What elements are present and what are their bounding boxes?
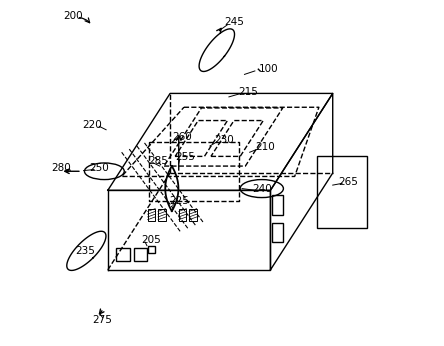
- Bar: [317, 156, 367, 228]
- Text: 255: 255: [176, 153, 196, 162]
- Text: 260: 260: [172, 132, 192, 142]
- Text: 245: 245: [224, 18, 244, 27]
- Text: 225: 225: [169, 196, 189, 206]
- Text: 230: 230: [214, 135, 234, 145]
- Text: 210: 210: [255, 142, 275, 152]
- Text: 285: 285: [148, 156, 168, 166]
- Text: 100: 100: [259, 64, 278, 74]
- Bar: [147, 246, 155, 253]
- Text: 200: 200: [63, 11, 83, 20]
- Text: 250: 250: [89, 163, 109, 173]
- Text: 240: 240: [252, 184, 272, 193]
- Text: 275: 275: [93, 315, 113, 325]
- Bar: [134, 248, 147, 261]
- Text: 220: 220: [83, 120, 102, 129]
- Bar: [179, 209, 186, 221]
- Bar: [147, 209, 155, 221]
- Text: 280: 280: [51, 163, 71, 173]
- Bar: [272, 223, 282, 242]
- Text: 205: 205: [141, 236, 161, 245]
- Bar: [158, 209, 166, 221]
- Text: 235: 235: [75, 246, 95, 256]
- Bar: [189, 209, 197, 221]
- Bar: [272, 195, 282, 215]
- Bar: [116, 248, 130, 261]
- Text: 265: 265: [338, 177, 358, 186]
- Text: 215: 215: [238, 87, 258, 97]
